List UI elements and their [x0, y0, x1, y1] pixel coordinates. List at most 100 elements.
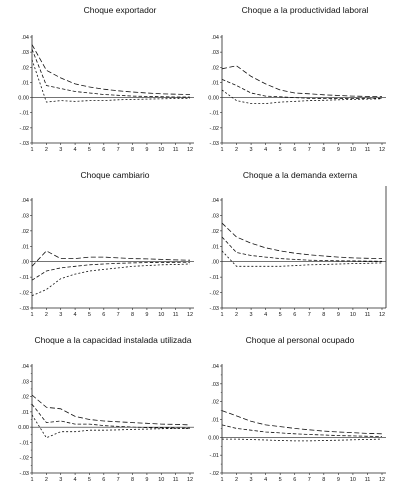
y-tick-label: .02 — [21, 65, 29, 71]
x-tick-label: 3 — [59, 477, 62, 483]
series-line-3 — [222, 438, 383, 442]
x-tick-label: 1 — [220, 147, 223, 153]
y-tick-label: -.01 — [210, 453, 219, 459]
y-tick-label: -.01 — [210, 275, 219, 281]
x-tick-label: 6 — [102, 477, 105, 483]
x-tick-label: 12 — [379, 477, 385, 483]
series-line-1 — [221, 65, 383, 98]
y-tick-label: .03 — [21, 50, 29, 56]
x-tick-label: 11 — [173, 147, 179, 153]
x-tick-label: 5 — [279, 477, 282, 483]
x-tick-label: 3 — [250, 312, 253, 318]
x-tick-label: 10 — [350, 147, 356, 153]
x-tick-label: 7 — [308, 147, 311, 153]
y-tick-label: .01 — [21, 244, 29, 250]
x-tick-label: 1 — [30, 312, 33, 318]
x-tick-label: 6 — [293, 312, 296, 318]
x-tick-label: 3 — [59, 312, 62, 318]
series-line-3 — [31, 263, 191, 297]
series-line-1 — [31, 394, 191, 426]
series-line-3 — [31, 59, 191, 103]
x-tick-label: 4 — [74, 147, 77, 153]
y-tick-label: .04 — [211, 364, 219, 370]
x-tick-label: 10 — [158, 477, 164, 483]
x-tick-label: 11 — [365, 312, 371, 318]
x-tick-label: 12 — [187, 477, 193, 483]
x-tick-label: 7 — [117, 312, 120, 318]
y-tick-label: .02 — [211, 65, 219, 71]
x-tick-label: 4 — [264, 147, 267, 153]
series-line-2 — [31, 48, 191, 98]
x-tick-label: 5 — [279, 147, 282, 153]
x-tick-label: 4 — [264, 477, 267, 483]
x-tick-label: 4 — [264, 312, 267, 318]
y-tick-label: .02 — [21, 229, 29, 235]
y-tick-label: .03 — [211, 382, 219, 388]
chart-title: Choque a la demanda externa — [243, 170, 358, 180]
y-tick-label: .04 — [21, 35, 29, 41]
y-tick-label: .03 — [211, 213, 219, 219]
series-line-3 — [221, 89, 383, 104]
y-tick-label: .02 — [211, 400, 219, 406]
chart-panel-choque-capacidad-instalada: Choque a la capacidad instalada utilizad… — [18, 335, 194, 483]
y-tick-label: .04 — [211, 198, 219, 204]
chart-title: Choque cambiario — [81, 170, 150, 180]
series-line-2 — [31, 261, 191, 281]
y-tick-label: -.02 — [20, 291, 29, 297]
x-tick-label: 1 — [30, 477, 33, 483]
y-tick-label: -.03 — [210, 306, 219, 312]
x-tick-label: 2 — [45, 147, 48, 153]
x-tick-label: 9 — [337, 477, 340, 483]
series-line-3 — [221, 250, 383, 267]
x-tick-label: 3 — [250, 477, 253, 483]
x-tick-label: 6 — [293, 477, 296, 483]
x-tick-label: 5 — [88, 312, 91, 318]
x-tick-label: 10 — [350, 477, 356, 483]
chart-title: Choque al personal ocupado — [246, 335, 355, 345]
x-tick-label: 4 — [74, 312, 77, 318]
chart-panel-choque-demanda-externa: Choque a la demanda externa .04 .03 .02 .01… — [210, 170, 387, 318]
series-line-1 — [31, 250, 191, 267]
x-tick-label: 6 — [293, 147, 296, 153]
chart-title: Choque a la productividad laboral — [242, 5, 369, 15]
x-tick-label: 8 — [131, 477, 134, 483]
y-tick-label: .04 — [21, 198, 29, 204]
x-tick-label: 8 — [322, 477, 325, 483]
x-tick-label: 1 — [220, 477, 223, 483]
y-tick-label: .04 — [211, 35, 219, 41]
series-line-1 — [221, 410, 383, 435]
y-tick-label: .00 — [21, 260, 29, 266]
y-tick-label: .03 — [21, 379, 29, 385]
x-tick-label: 3 — [59, 147, 62, 153]
y-tick-label: .01 — [21, 80, 29, 86]
x-tick-label: 9 — [337, 312, 340, 318]
x-tick-label: 8 — [322, 147, 325, 153]
x-tick-label: 11 — [365, 477, 371, 483]
y-tick-label: -.01 — [20, 111, 29, 117]
x-tick-label: 11 — [365, 147, 371, 153]
x-tick-label: 12 — [379, 147, 385, 153]
series-line-1 — [31, 44, 191, 95]
y-tick-label: .03 — [21, 213, 29, 219]
y-tick-label: -.02 — [210, 126, 219, 132]
x-tick-label: 7 — [308, 477, 311, 483]
y-tick-label: -.03 — [20, 471, 29, 477]
y-tick-label: .04 — [21, 364, 29, 370]
chart-panel-choque-productividad-laboral: Choque a la productividad laboral .04 .03… — [208, 5, 386, 153]
y-tick-label: 0.00 — [208, 96, 219, 102]
x-tick-label: 2 — [45, 312, 48, 318]
x-tick-label: 12 — [187, 312, 193, 318]
x-tick-label: 4 — [74, 477, 77, 483]
chart-title: Choque exportador — [84, 5, 157, 15]
x-tick-label: 6 — [102, 147, 105, 153]
x-tick-label: 5 — [88, 147, 91, 153]
x-tick-label: 8 — [131, 312, 134, 318]
series-line-2 — [31, 403, 191, 429]
x-tick-label: 2 — [45, 477, 48, 483]
y-tick-label: .01 — [211, 80, 219, 86]
x-tick-label: 2 — [235, 477, 238, 483]
y-tick-label: .01 — [21, 410, 29, 416]
series-line-2 — [221, 424, 383, 437]
x-tick-label: 1 — [220, 312, 223, 318]
series-line-1 — [221, 222, 383, 259]
